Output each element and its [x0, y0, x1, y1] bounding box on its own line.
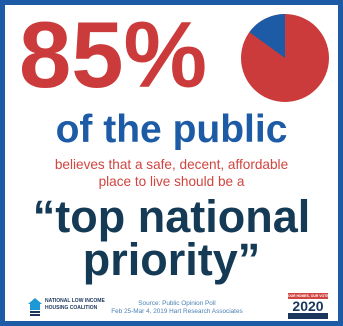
statement-line-2: place to live should be a: [98, 174, 245, 189]
badge-year: 2020: [292, 298, 324, 314]
our-homes-our-votes-badge: OUR HOMES, OUR VOTES 2020: [288, 293, 328, 319]
source-citation: Source: Public Opinion Poll Feb 25-Mar 4…: [77, 300, 277, 316]
nlihc-logo: NATIONAL LOW INCOME HOUSING COALITION: [27, 296, 127, 320]
headline-stat: 85%: [19, 2, 208, 107]
statement-text: believes that a safe, decent, affordable…: [5, 156, 338, 190]
pie-chart-icon: [241, 14, 329, 102]
headline-subject: of the public: [55, 108, 288, 151]
emphasis-line-1: “top national: [32, 191, 311, 242]
house-logo-icon: [28, 298, 42, 316]
nlihc-logo-text: NATIONAL LOW INCOME HOUSING COALITION: [45, 298, 105, 312]
badge-stripe: [288, 313, 328, 319]
logo-line-2: HOUSING COALITION: [45, 305, 98, 311]
statement-line-1: believes that a safe, decent, affordable: [54, 157, 289, 172]
source-line-1: Source: Public Opinion Poll: [138, 300, 216, 307]
logo-line-1: NATIONAL LOW INCOME: [45, 298, 105, 304]
badge-tagline: OUR HOMES, OUR VOTES: [288, 293, 328, 299]
source-line-2: Feb 25-Mar 4, 2019 Hart Research Associa…: [111, 308, 243, 315]
infographic: 85% of the public believes that a safe, …: [5, 5, 338, 321]
emphasis-quote: “top national priority”: [5, 191, 338, 285]
emphasis-line-2: priority”: [82, 234, 261, 285]
pie-rest-slice: [249, 14, 285, 58]
